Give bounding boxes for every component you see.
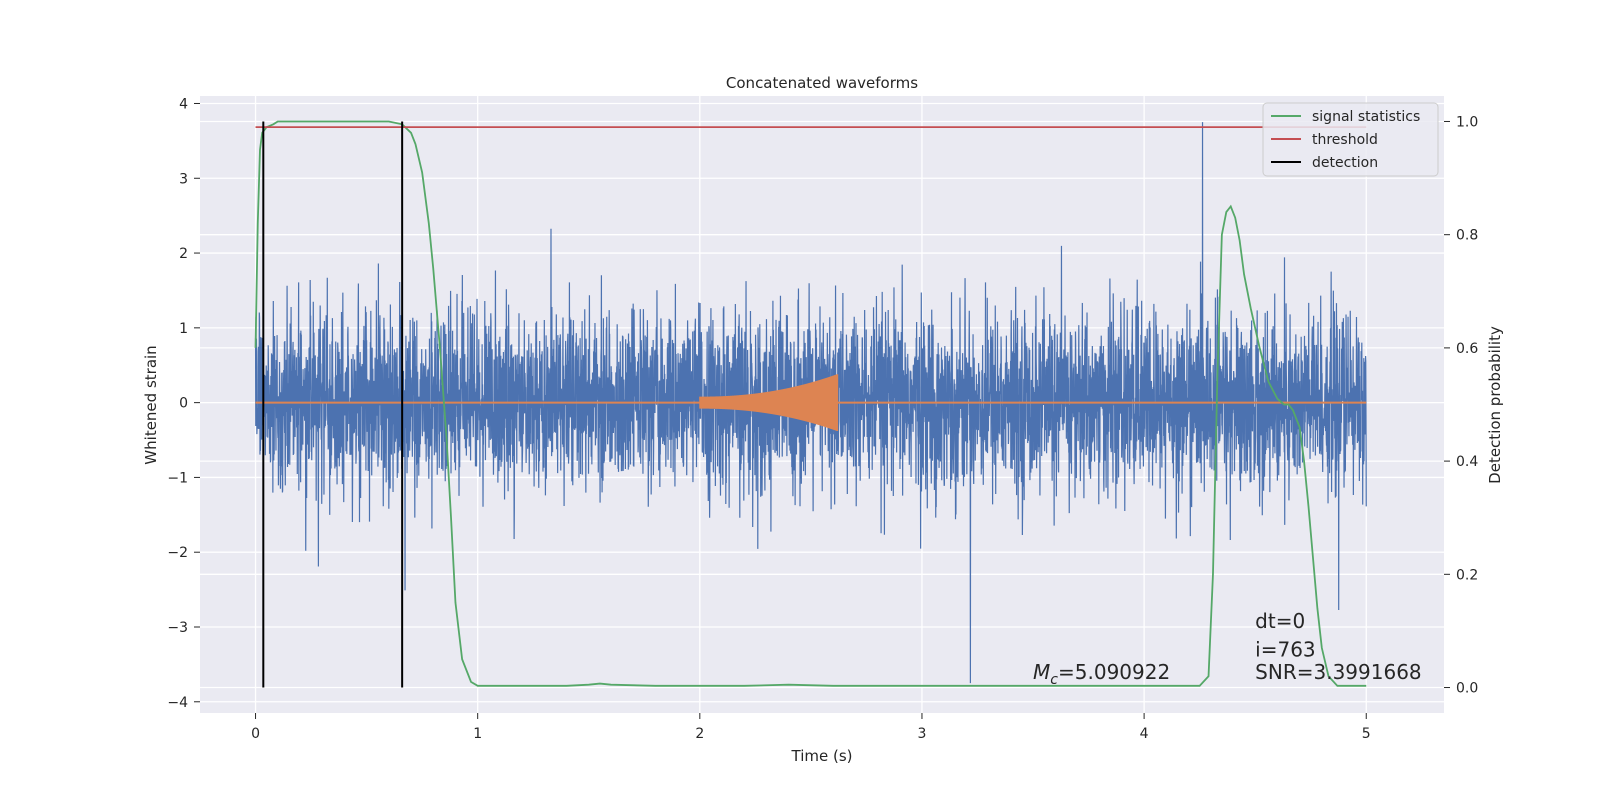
annotation-dt: dt=0 (1255, 609, 1305, 633)
y-left-tick-label: 3 (179, 171, 188, 187)
ticks: 0 1 2 3 4 5 −4 −3 −2 −1 0 1 2 3 4 0.0 0.2 0.4 0.6 0.8 1.0 (167, 96, 1478, 742)
legend-label-detection: detection (1312, 155, 1378, 171)
chart-title: Concatenated waveforms (726, 74, 918, 92)
y-right-tick-label: 0.0 (1456, 681, 1478, 697)
x-tick-label: 3 (918, 726, 927, 742)
y-left-tick-label: 2 (179, 246, 188, 262)
x-tick-label: 1 (473, 726, 482, 742)
y-right-tick-label: 0.6 (1456, 341, 1478, 357)
series-signal-statistics-line (254, 120, 1367, 687)
y-left-tick-label: 0 (179, 396, 188, 412)
legend-label-signal-statistics: signal statistics (1312, 109, 1420, 125)
x-axis-label: Time (s) (791, 747, 853, 765)
legend-label-threshold: threshold (1312, 132, 1378, 148)
y-right-tick-label: 0.8 (1456, 228, 1478, 244)
legend: signal statistics threshold detection (1262, 102, 1439, 177)
x-tick-label: 2 (695, 726, 704, 742)
legend-box (1262, 102, 1439, 177)
y-left-tick-label: −4 (167, 695, 188, 711)
y-right-tick-label: 0.4 (1456, 454, 1478, 470)
x-tick-label: 5 (1362, 726, 1371, 742)
y-right-tick-label: 0.2 (1456, 567, 1478, 583)
y-left-tick-label: −3 (167, 620, 188, 636)
y-axis-label-right: Detection probability (1486, 326, 1504, 484)
annotation-i: i=763 (1255, 637, 1316, 661)
y-axis-label-left: Whitened strain (142, 345, 160, 464)
annotation-mc: Mc=5.090922 (1033, 660, 1170, 688)
y-right-tick-label: 1.0 (1456, 114, 1478, 130)
series-layer (254, 120, 1367, 688)
annotation-snr: SNR=3.3991668 (1255, 660, 1421, 684)
x-tick-label: 0 (251, 726, 260, 742)
series-chirp-line (699, 374, 839, 432)
x-tick-label: 4 (1140, 726, 1149, 742)
y-left-tick-label: −1 (167, 470, 188, 486)
y-left-tick-label: 1 (179, 321, 188, 337)
y-left-tick-label: −2 (167, 545, 188, 561)
y-left-tick-label: 4 (179, 96, 188, 112)
